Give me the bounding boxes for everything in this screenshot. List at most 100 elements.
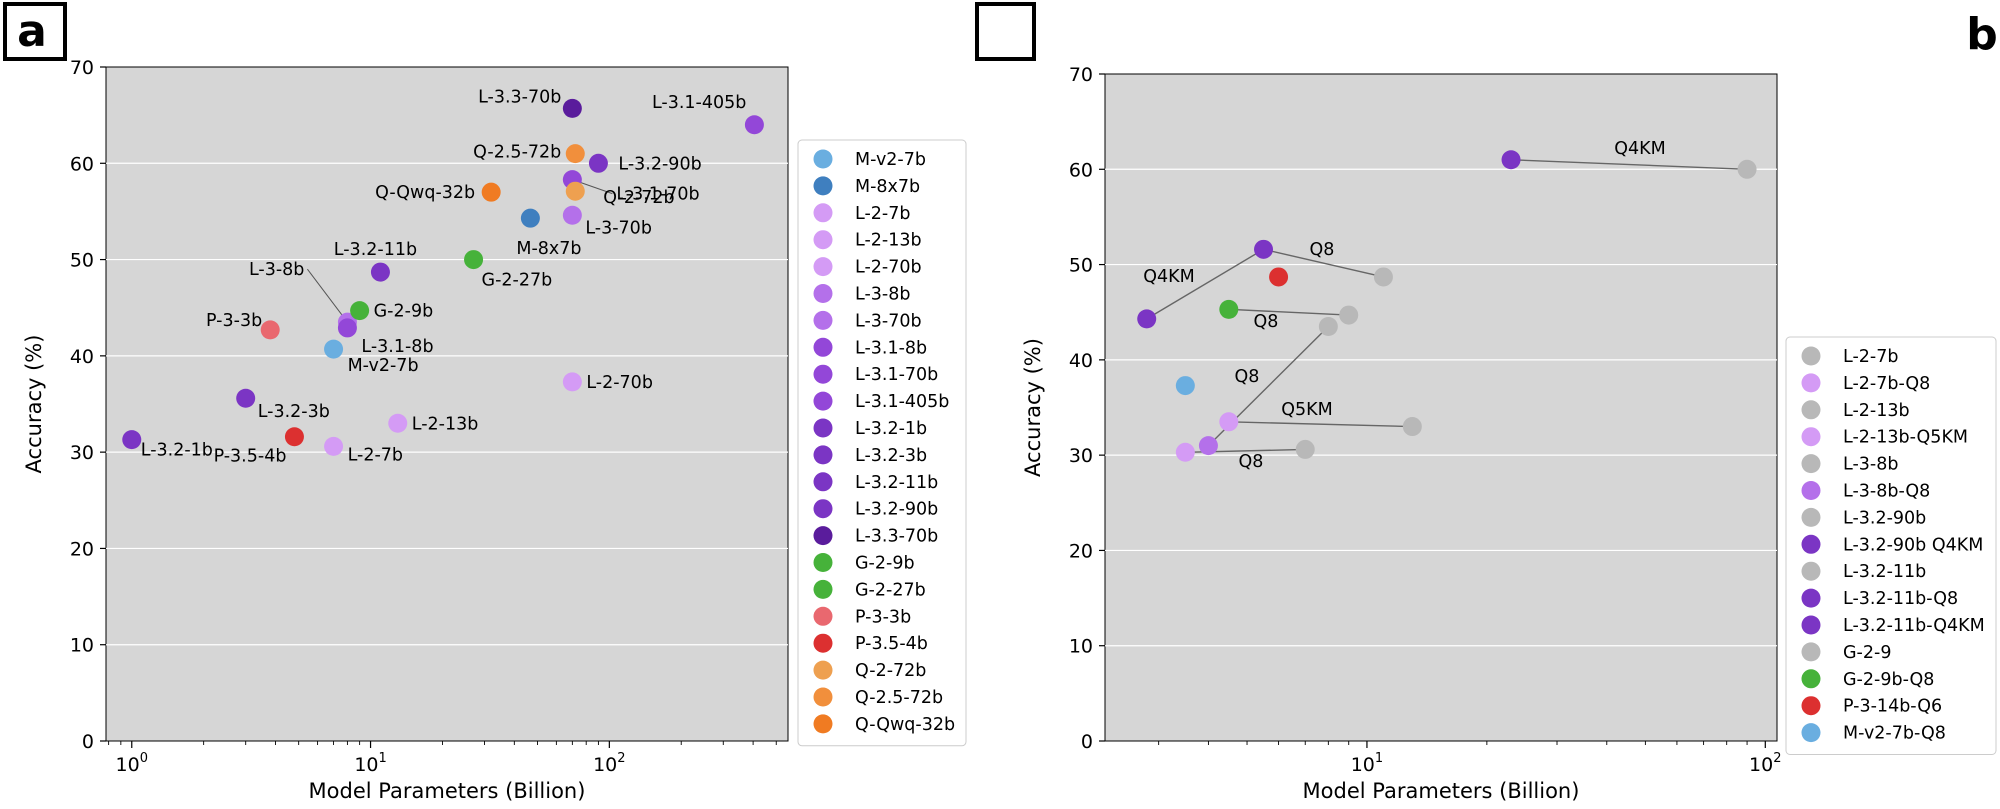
legend-entry: L-3.1-8b	[855, 338, 927, 358]
legend-entry: L-2-70b	[855, 258, 922, 278]
legend-entry: L-3.2-90b Q4KM	[1843, 535, 1983, 555]
legend-entry: L-3.2-3b	[855, 446, 927, 466]
y-tick-label: 10	[1069, 636, 1093, 658]
legend-marker	[813, 633, 833, 653]
legend-entry: G-2-9b-Q8	[1843, 670, 1934, 690]
point-label: L-2-70b	[586, 373, 653, 393]
data-point	[565, 181, 585, 201]
legend-marker	[1801, 588, 1821, 608]
y-tick-label: 50	[1069, 255, 1093, 277]
legend-entry: G-2-27b	[855, 580, 926, 600]
x-tick-label: 100	[116, 751, 148, 776]
legend-marker	[1801, 723, 1821, 743]
connector-label: Q4KM	[1143, 267, 1194, 287]
x-axis-label: Model Parameters (Billion)	[1303, 779, 1580, 803]
y-axis-label: Accuracy (%)	[1021, 338, 1045, 477]
data-point	[464, 250, 484, 270]
point-label: L-3.1-70b	[616, 185, 699, 205]
legend-marker	[813, 660, 833, 680]
point-label: L-3-8b	[249, 260, 304, 280]
label-leader-line	[307, 268, 348, 323]
x-tick-label: 102	[1749, 751, 1781, 776]
data-point	[337, 318, 357, 338]
legend-marker	[813, 418, 833, 438]
legend-entry: L-3.2-90b	[855, 500, 938, 520]
panel-letter: a	[17, 6, 47, 57]
y-tick-label: 30	[1069, 445, 1093, 467]
legend-marker	[1801, 427, 1821, 447]
y-tick-label: 70	[70, 57, 94, 79]
y-tick-label: 10	[70, 635, 94, 657]
point-label: G-2-27b	[482, 271, 553, 291]
y-tick-label: 20	[1069, 540, 1093, 562]
legend-entry: L-3.2-1b	[855, 419, 927, 439]
point-label: G-2-9b	[374, 302, 434, 322]
data-point	[284, 427, 304, 447]
quantization-connector	[1263, 248, 1384, 278]
legend-marker	[813, 445, 833, 465]
legend-entry: L-2-7b	[855, 204, 910, 224]
legend-marker	[813, 337, 833, 357]
legend-entry: L-3.1-405b	[855, 392, 949, 412]
legend-entry: G-2-9b	[855, 554, 915, 574]
legend-marker	[1801, 507, 1821, 527]
y-tick-label: 60	[70, 153, 94, 175]
legend-entry: L-3-70b	[855, 311, 922, 331]
data-point	[562, 205, 582, 225]
point-label: L-3.3-70b	[478, 87, 561, 107]
legend-entry: L-3.2-11b-Q8	[1843, 589, 1958, 609]
data-point	[1501, 150, 1521, 170]
legend-entry: L-3.2-11b	[855, 473, 938, 493]
data-point	[388, 413, 408, 433]
legend-marker	[1801, 615, 1821, 635]
quantization-connector	[1146, 248, 1264, 320]
data-point	[1198, 436, 1218, 456]
point-label: M-v2-7b	[348, 356, 419, 376]
legend-marker	[1801, 481, 1821, 500]
legend-entry: Q-2.5-72b	[855, 688, 943, 708]
legend-marker	[1801, 373, 1821, 393]
x-axis-label: Model Parameters (Billion)	[309, 779, 586, 803]
data-point	[562, 372, 582, 392]
legend-entry: Q-Qwq-32b	[855, 715, 955, 735]
legend-entry: L-3-8b	[855, 285, 910, 305]
legend-entry: G-2-9	[1843, 643, 1891, 663]
y-tick-label: 30	[70, 442, 94, 464]
point-label: L-3.1-8b	[361, 337, 433, 357]
point-label: Q-2-72b	[603, 188, 674, 208]
data-point	[324, 436, 344, 456]
legend-entry: L-2-13b	[1843, 401, 1910, 421]
quantization-connector	[1511, 159, 1748, 170]
data-point	[1269, 267, 1289, 287]
connector-label: Q8	[1235, 367, 1260, 387]
data-point	[1402, 417, 1422, 437]
data-point	[122, 430, 142, 450]
legend-entry: L-2-13b	[855, 231, 922, 251]
data-point	[236, 388, 256, 408]
point-label: L-3.2-1b	[141, 441, 213, 461]
legend-entry: L-2-13b-Q5KM	[1843, 428, 1968, 448]
data-point	[1339, 305, 1359, 325]
point-label: Q-2.5-72b	[473, 143, 561, 163]
point-label: M-8x7b	[516, 239, 581, 259]
data-point	[324, 339, 344, 359]
connector-label: Q5KM	[1281, 400, 1332, 420]
point-label: L-2-7b	[348, 445, 403, 465]
legend-marker	[813, 364, 833, 384]
legend-entry: L-3.2-90b	[1843, 508, 1926, 528]
point-label: L-2-13b	[412, 414, 479, 434]
data-point	[1373, 267, 1393, 287]
legend-marker	[1801, 400, 1821, 420]
y-tick-label: 20	[70, 538, 94, 560]
legend-entry: Q-2-72b	[855, 661, 926, 681]
legend-marker	[813, 149, 833, 169]
data-point	[588, 153, 608, 173]
y-tick-label: 60	[1069, 159, 1093, 181]
data-point	[1219, 412, 1239, 432]
data-point	[1175, 442, 1195, 462]
data-point	[1219, 299, 1239, 319]
point-label: L-3.2-11b	[334, 240, 417, 260]
legend-marker	[813, 257, 833, 277]
y-tick-label: 50	[70, 250, 94, 272]
legend-marker	[1801, 642, 1821, 662]
